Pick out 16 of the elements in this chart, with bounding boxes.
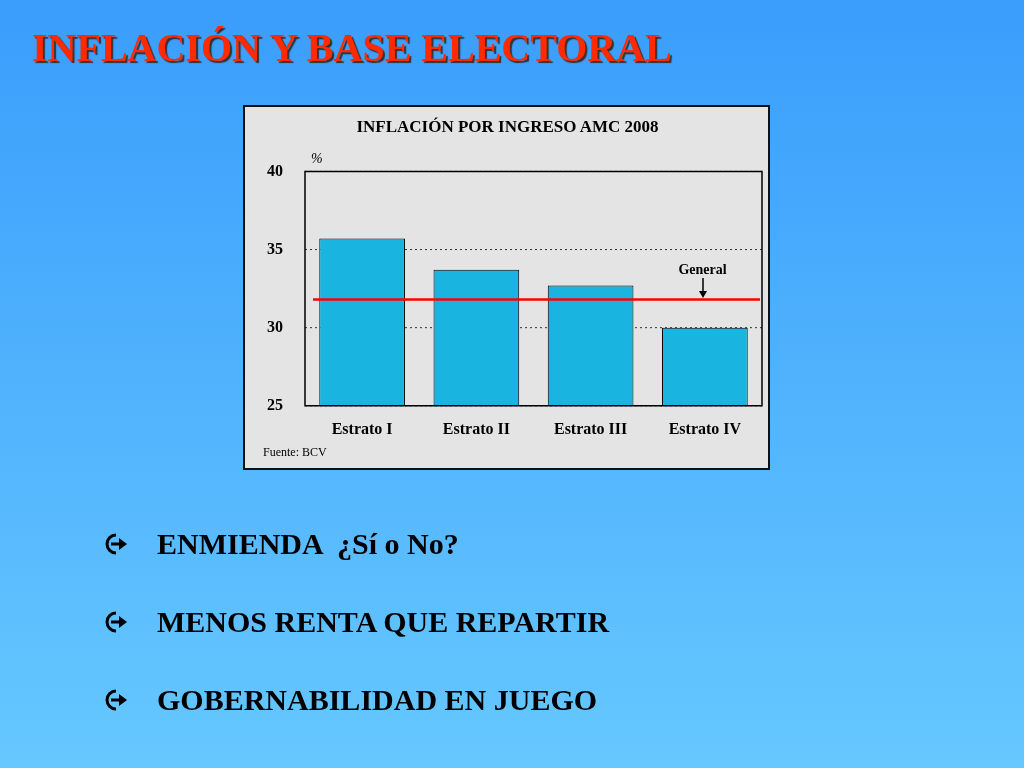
y-tick-label: 30 bbox=[267, 317, 283, 335]
text: ENMIENDA ¿Sí o No? bbox=[157, 527, 459, 561]
y-tick-label: 40 bbox=[267, 161, 283, 179]
text: MENOS RENTA QUE REPARTIR bbox=[157, 605, 610, 639]
y-tick-label: 25 bbox=[267, 395, 283, 413]
x-tick-label: Estrato IV bbox=[668, 419, 742, 437]
ref-line-label: General bbox=[678, 261, 727, 277]
y-axis-title: % bbox=[311, 151, 323, 167]
source-note: Fuente: BCV bbox=[263, 445, 327, 460]
y-tick-label: 35 bbox=[267, 239, 283, 257]
text: GOBERNABILIDAD EN JUEGO bbox=[157, 683, 598, 717]
chart-title: INFLACIÓN POR INGRESO AMC 2008 bbox=[356, 116, 659, 136]
x-tick-label: Estrato III bbox=[553, 419, 628, 437]
text: INFLACIÓN Y BASE ELECTORAL bbox=[32, 24, 672, 71]
x-tick-label: Estrato I bbox=[331, 419, 393, 437]
x-tick-label: Estrato II bbox=[442, 419, 510, 437]
